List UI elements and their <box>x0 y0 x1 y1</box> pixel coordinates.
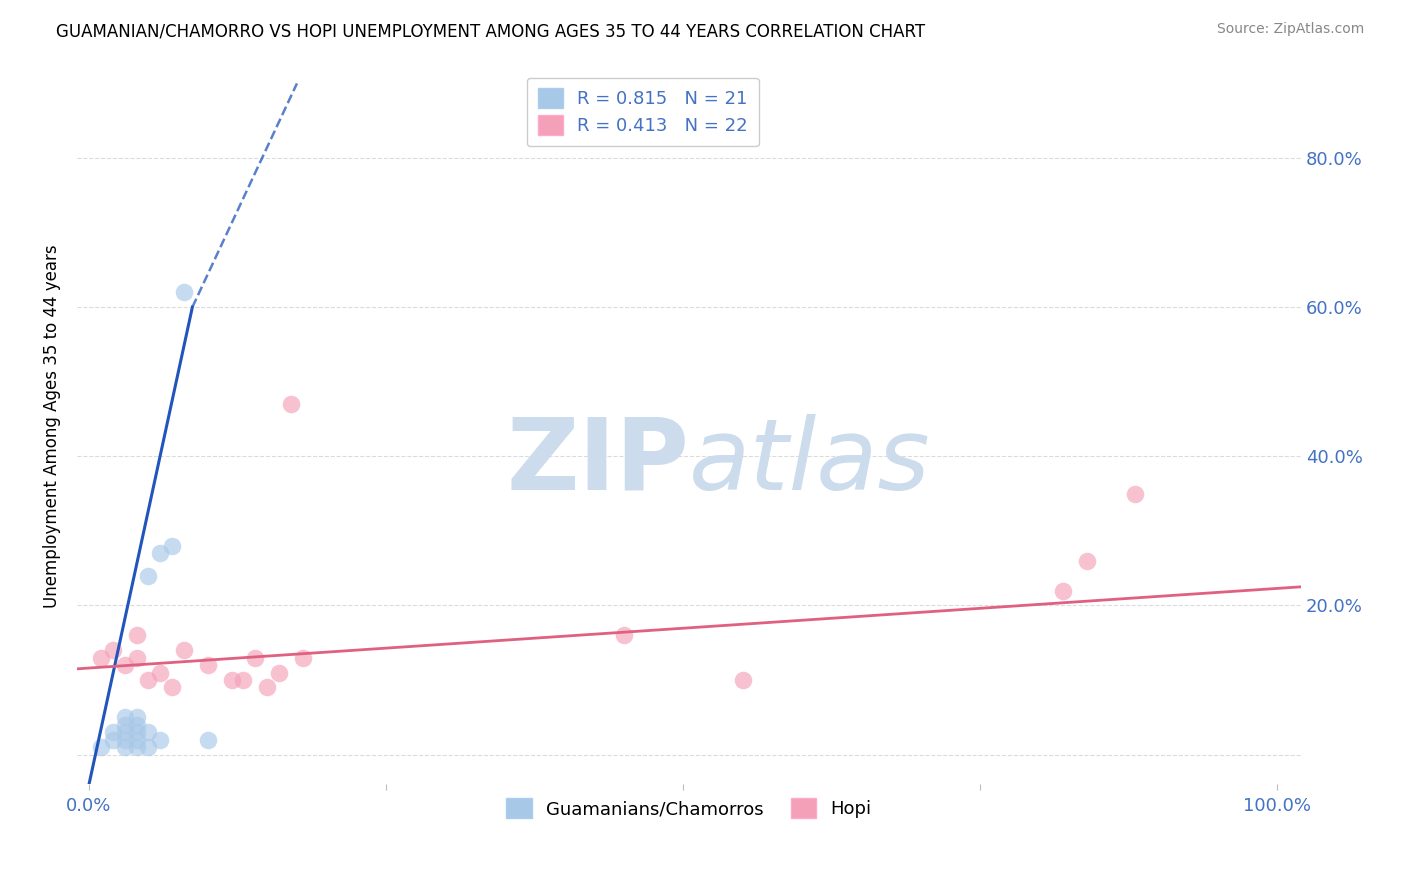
Point <box>256 681 278 695</box>
Point <box>101 732 124 747</box>
Point <box>232 673 254 687</box>
Y-axis label: Unemployment Among Ages 35 to 44 years: Unemployment Among Ages 35 to 44 years <box>44 244 60 608</box>
Point <box>125 725 148 739</box>
Point <box>138 740 160 755</box>
Point <box>269 665 291 680</box>
Point <box>125 650 148 665</box>
Point <box>138 673 160 687</box>
Point <box>114 740 136 755</box>
Legend: Guamanians/Chamorros, Hopi: Guamanians/Chamorros, Hopi <box>499 791 879 825</box>
Point <box>138 725 160 739</box>
Point <box>101 725 124 739</box>
Point <box>125 628 148 642</box>
Point <box>197 658 219 673</box>
Point <box>125 710 148 724</box>
Point <box>245 650 267 665</box>
Point <box>149 546 172 560</box>
Point <box>221 673 243 687</box>
Point <box>114 725 136 739</box>
Point <box>90 650 112 665</box>
Point <box>101 643 124 657</box>
Point <box>1123 486 1146 500</box>
Point <box>291 650 314 665</box>
Point <box>125 732 148 747</box>
Point <box>160 539 183 553</box>
Text: GUAMANIAN/CHAMORRO VS HOPI UNEMPLOYMENT AMONG AGES 35 TO 44 YEARS CORRELATION CH: GUAMANIAN/CHAMORRO VS HOPI UNEMPLOYMENT … <box>56 22 925 40</box>
Point <box>731 673 754 687</box>
Point <box>125 718 148 732</box>
Point <box>160 681 183 695</box>
Point <box>197 732 219 747</box>
Text: ZIP: ZIP <box>506 414 689 511</box>
Point <box>114 658 136 673</box>
Point <box>149 665 172 680</box>
Point <box>173 285 195 300</box>
Text: atlas: atlas <box>689 414 931 511</box>
Point <box>1052 583 1074 598</box>
Text: Source: ZipAtlas.com: Source: ZipAtlas.com <box>1216 22 1364 37</box>
Point <box>613 628 636 642</box>
Point <box>90 740 112 755</box>
Point <box>280 397 302 411</box>
Point <box>1076 554 1098 568</box>
Point <box>114 718 136 732</box>
Point <box>149 732 172 747</box>
Point <box>114 710 136 724</box>
Point <box>114 732 136 747</box>
Point <box>138 568 160 582</box>
Point <box>173 643 195 657</box>
Point <box>125 740 148 755</box>
